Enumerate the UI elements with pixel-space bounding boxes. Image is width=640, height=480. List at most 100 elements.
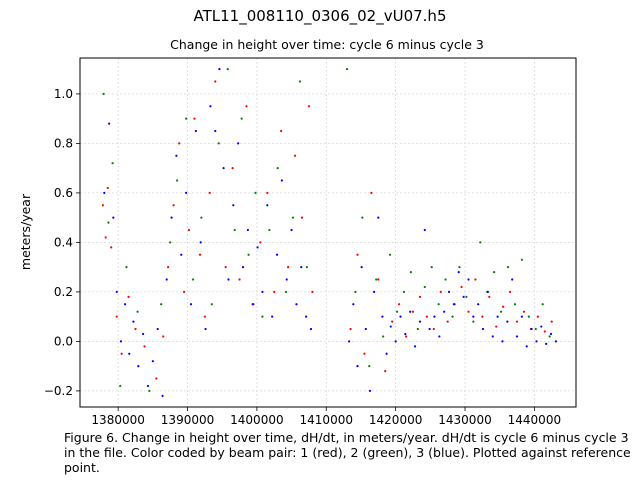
data-point (161, 394, 164, 397)
data-point (162, 335, 165, 338)
data-point (360, 266, 363, 269)
plot-frame (79, 57, 577, 408)
data-point (399, 315, 402, 318)
data-point (128, 352, 131, 355)
data-point (384, 370, 387, 373)
data-point (472, 315, 475, 318)
data-point (541, 303, 544, 306)
chart-title: Change in height over time: cycle 6 minu… (170, 37, 484, 52)
data-point (284, 290, 288, 294)
data-point (458, 266, 461, 269)
grid-lines (80, 58, 576, 407)
data-point (291, 216, 295, 219)
data-point (499, 310, 503, 313)
data-point (515, 320, 519, 323)
data-point (191, 278, 195, 281)
data-point (373, 290, 376, 294)
data-point (513, 303, 517, 306)
data-point (125, 266, 128, 269)
data-point (452, 303, 456, 306)
data-point (481, 327, 485, 331)
data-point (394, 340, 397, 343)
data-point (115, 290, 118, 294)
data-point (198, 253, 202, 256)
data-point (548, 335, 551, 338)
data-point (237, 142, 240, 145)
data-point (187, 228, 191, 232)
data-point (477, 303, 480, 306)
data-point (432, 327, 435, 331)
y-tick-label: 0.4 (54, 235, 73, 249)
data-point (266, 204, 269, 207)
data-point (176, 179, 179, 182)
data-point (409, 310, 412, 313)
data-point (193, 117, 196, 120)
data-point (423, 228, 426, 232)
data-point (189, 303, 193, 306)
data-point (108, 122, 111, 125)
data-point (439, 290, 442, 294)
data-point (534, 327, 537, 331)
data-point (527, 315, 530, 318)
data-point (515, 335, 519, 338)
data-point (136, 310, 139, 313)
data-point (467, 310, 470, 313)
data-point (428, 327, 431, 331)
data-point (210, 303, 213, 306)
data-point (354, 290, 357, 294)
series-3 (103, 68, 557, 397)
x-tick-label: 1400000 (230, 413, 283, 427)
series-2 (102, 68, 551, 393)
data-point (127, 295, 130, 298)
data-point (276, 167, 279, 170)
data-point (501, 340, 504, 343)
data-point (465, 295, 468, 298)
data-point (261, 290, 264, 294)
data-point (364, 327, 367, 331)
data-point (530, 327, 533, 331)
data-point (119, 340, 123, 343)
data-point (375, 278, 378, 281)
data-point (185, 191, 188, 194)
data-point (423, 285, 426, 289)
data-point (175, 154, 178, 157)
data-point (381, 315, 384, 318)
data-point (182, 290, 186, 294)
data-point (123, 303, 127, 306)
scatter-chart: Change in height over time: cycle 6 minu… (18, 37, 577, 427)
y-tick-label: −0.2 (44, 384, 73, 398)
data-point (502, 305, 505, 308)
data-point (227, 278, 230, 281)
data-point (132, 320, 135, 323)
data-point (156, 327, 159, 331)
data-point (377, 278, 380, 281)
x-tick-label: 1430000 (438, 413, 491, 427)
x-tick-label: 1410000 (300, 413, 353, 427)
data-point (437, 303, 440, 306)
data-point (194, 129, 197, 133)
data-point (226, 68, 229, 71)
x-tick-label: 1440000 (508, 413, 561, 427)
data-point (101, 204, 104, 207)
data-point (271, 315, 274, 318)
x-tick-label: 1420000 (369, 413, 422, 427)
data-point (491, 335, 494, 338)
data-point (293, 154, 297, 157)
data-point (388, 253, 392, 256)
data-point (486, 290, 489, 294)
data-point (287, 266, 290, 269)
data-point (290, 228, 293, 232)
data-point (261, 315, 264, 318)
data-point (106, 186, 109, 190)
data-point (300, 216, 304, 219)
data-point (535, 340, 538, 343)
data-point (231, 167, 234, 170)
data-point (361, 216, 364, 219)
figure-caption: Figure 6. Change in height over time, dH… (64, 430, 631, 475)
data-point (443, 310, 446, 313)
data-point (245, 105, 248, 108)
y-axis-label: meters/year (18, 193, 33, 270)
data-point (356, 365, 359, 368)
data-point (217, 142, 220, 145)
y-tick-label: 0.6 (54, 186, 73, 200)
